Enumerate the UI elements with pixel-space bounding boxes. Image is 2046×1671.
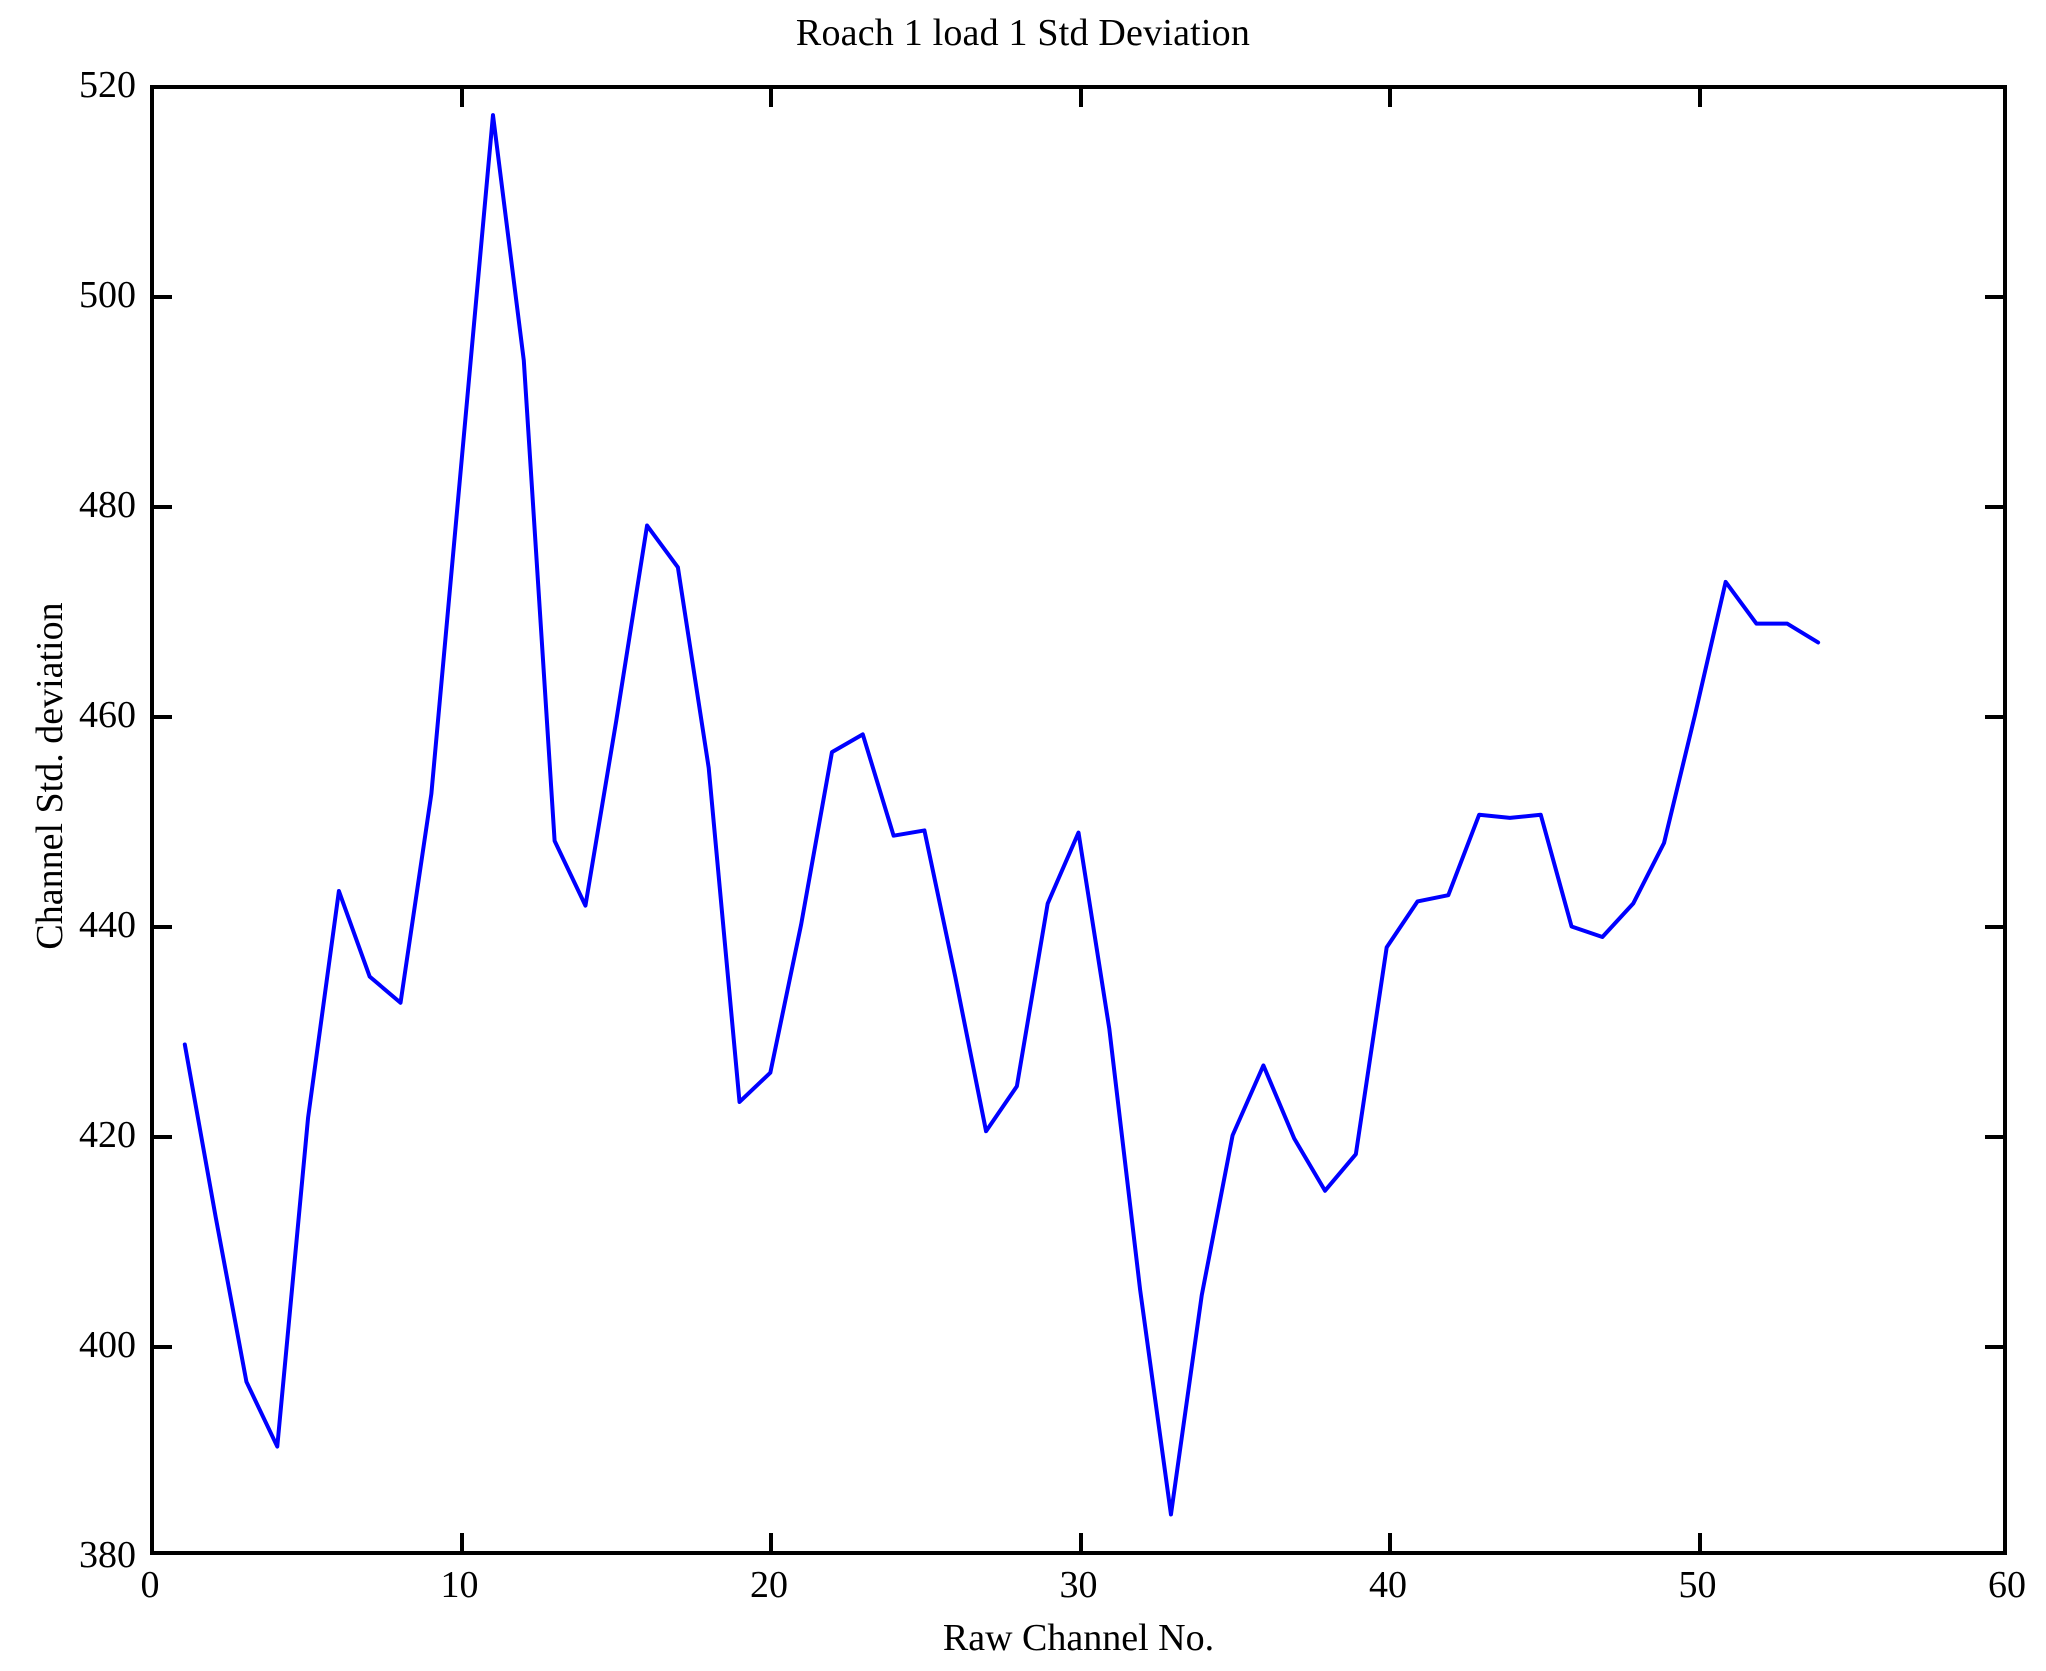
y-axis-tick [150, 715, 172, 719]
x-axis-tick [769, 1533, 773, 1555]
x-axis-tick [769, 85, 773, 107]
x-axis-tick [1697, 85, 1702, 107]
y-axis-tick [150, 295, 172, 299]
x-axis-title: Raw Channel No. [942, 1617, 1215, 1659]
y-axis-tick [1985, 505, 2007, 509]
x-axis-tick-label: 40 [1369, 1564, 1407, 1606]
y-axis-tick [1985, 1345, 2007, 1349]
x-axis-tick [1388, 1533, 1392, 1555]
y-axis-tick [150, 505, 172, 509]
y-axis-tick-label: 480 [79, 484, 136, 526]
plot-area [150, 85, 2007, 1555]
y-axis-tick-label: 520 [79, 64, 136, 106]
y-axis-tick-label: 460 [79, 694, 136, 736]
x-axis-tick-label: 50 [1678, 1564, 1717, 1606]
data-line-svg [154, 89, 2003, 1551]
x-axis-tick-label: 30 [1059, 1564, 1098, 1606]
y-axis-tick-label: 400 [79, 1324, 136, 1366]
x-axis-tick-label: 10 [440, 1564, 479, 1606]
x-axis-tick [1388, 85, 1392, 107]
x-axis-tick [459, 85, 464, 107]
x-axis-tick [1078, 85, 1083, 107]
y-axis-tick-label: 440 [79, 904, 136, 946]
y-axis-title: Channel Std. deviation [29, 602, 71, 950]
y-axis-tick-label: 500 [79, 274, 136, 316]
y-axis-tick [150, 1135, 172, 1139]
y-axis-tick [1985, 1135, 2007, 1139]
y-axis-tick-label: 420 [79, 1114, 136, 1156]
y-axis-tick [150, 1345, 172, 1349]
y-axis-tick [1985, 715, 2007, 719]
y-axis-tick [1985, 925, 2007, 929]
x-axis-tick-label: 60 [1988, 1564, 2026, 1606]
x-axis-tick [459, 1533, 464, 1555]
x-axis-tick [1078, 1533, 1083, 1555]
data-series-line [185, 115, 1818, 1514]
x-axis-tick [1697, 1533, 1702, 1555]
y-axis-tick [1985, 295, 2007, 299]
y-axis-tick-label: 380 [79, 1534, 136, 1576]
x-axis-tick-label: 0 [140, 1564, 160, 1606]
x-axis-tick-label: 20 [750, 1564, 788, 1606]
y-axis-tick [150, 925, 172, 929]
chart-title: Roach 1 load 1 Std Deviation [795, 12, 1251, 54]
